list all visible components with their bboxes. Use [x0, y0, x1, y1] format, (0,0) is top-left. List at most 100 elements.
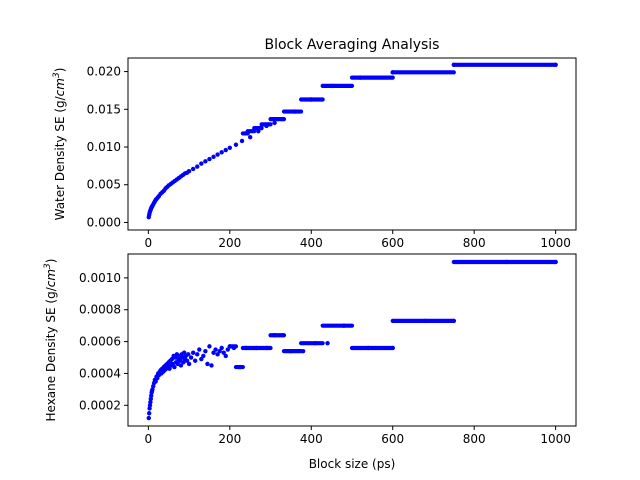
- data-point: [300, 348, 306, 354]
- data-point: [553, 259, 558, 265]
- data-point: [451, 62, 457, 67]
- data-point: [207, 344, 212, 349]
- data-point: [264, 345, 269, 351]
- data-point: [186, 361, 192, 367]
- data-point: [211, 350, 216, 355]
- data-point: [184, 358, 190, 363]
- data-point: [203, 348, 208, 354]
- data-point: [146, 415, 151, 421]
- data-point: [199, 161, 204, 166]
- data-point: [195, 164, 200, 169]
- hexane-panel: 0 200 400 600 800 1000 0.0002 0.0004 0.0006 0.000…: [43, 253, 577, 446]
- data-point: [209, 363, 214, 368]
- data-point: [390, 70, 395, 75]
- x-tick-label: 200: [218, 236, 241, 250]
- data-point: [193, 358, 198, 363]
- data-point: [215, 152, 220, 157]
- x-tick-label: 400: [300, 236, 323, 250]
- y-tick-label: 0.005: [87, 178, 121, 192]
- y-tick-label: 0.020: [87, 65, 121, 79]
- x-axis-label: Block size (ps): [309, 457, 396, 471]
- data-point: [175, 361, 180, 367]
- data-point: [213, 347, 218, 352]
- data-point: [288, 348, 294, 354]
- data-point: [190, 350, 196, 355]
- data-point: [186, 168, 192, 174]
- y-tick-label: 0.0008: [79, 303, 121, 317]
- data-point: [280, 333, 285, 338]
- data-point: [357, 75, 363, 80]
- data-point: [243, 345, 249, 351]
- data-point: [292, 109, 298, 114]
- y-tick-label: 0.0004: [79, 366, 121, 380]
- data-point: [197, 347, 202, 352]
- data-point: [237, 364, 243, 370]
- data-point: [146, 411, 152, 416]
- data-point: [264, 123, 269, 129]
- x-tick-label: 600: [381, 432, 404, 446]
- data-point: [221, 350, 226, 355]
- x-tick-label: 400: [300, 432, 323, 446]
- data-point: [199, 356, 204, 362]
- data-point: [227, 344, 233, 349]
- data-point: [247, 135, 253, 140]
- data-point: [172, 364, 177, 370]
- data-point: [203, 159, 208, 164]
- data-point: [177, 358, 183, 363]
- x-tick-label: 0: [145, 432, 153, 446]
- data-point: [325, 340, 330, 346]
- x-tick-label: 800: [463, 432, 486, 446]
- water-panel: 0 200 400 600 800 1000 0.000 0.005 0.010 0.015 0.0…: [52, 57, 577, 250]
- data-point: [195, 352, 200, 357]
- data-point: [219, 345, 224, 351]
- data-point: [239, 138, 245, 144]
- data-point: [272, 120, 277, 126]
- data-point: [233, 142, 239, 147]
- y-tick-label: 0.0010: [79, 271, 121, 285]
- data-point: [313, 340, 318, 346]
- data-point: [217, 348, 222, 354]
- data-point: [225, 347, 230, 352]
- plot-frame: [127, 57, 577, 231]
- y-tick-label: 0.015: [87, 102, 121, 116]
- data-point: [205, 361, 210, 367]
- y-tick-label: 0.000: [87, 215, 121, 229]
- data-point: [423, 318, 428, 324]
- data-point: [231, 345, 237, 351]
- chart-title: Block Averaging Analysis: [265, 37, 440, 53]
- data-point: [553, 62, 558, 67]
- data-point: [256, 128, 261, 134]
- y-axis-label: Water Density SE (g/cm3): [52, 68, 67, 221]
- data-point: [211, 154, 216, 160]
- data-point: [223, 147, 228, 153]
- data-point: [190, 166, 196, 172]
- y-tick-label: 0.010: [87, 140, 121, 154]
- data-point: [280, 116, 285, 122]
- data-point: [390, 345, 395, 351]
- x-tick-label: 600: [381, 236, 404, 250]
- x-tick-label: 800: [463, 236, 486, 250]
- data-point: [366, 345, 371, 351]
- x-tick-label: 1000: [540, 236, 571, 250]
- data-point: [223, 353, 228, 359]
- data-point: [188, 355, 194, 360]
- data-point: [178, 363, 184, 368]
- x-tick-label: 200: [218, 432, 241, 446]
- data-point: [329, 83, 334, 89]
- data-point: [254, 345, 259, 351]
- data-point: [272, 333, 277, 338]
- data-point: [215, 352, 220, 357]
- data-point: [504, 259, 509, 265]
- data-point: [451, 318, 457, 324]
- x-tick-label: 1000: [540, 432, 571, 446]
- data-point: [219, 150, 224, 155]
- data-point: [309, 97, 314, 102]
- y-tick-label: 0.0006: [79, 335, 121, 349]
- data-point: [341, 323, 347, 328]
- x-tick-label: 0: [145, 236, 153, 250]
- data-point: [201, 353, 206, 359]
- y-axis-label: Hexane Density SE (g/cm3): [43, 259, 58, 422]
- data-point: [207, 156, 212, 162]
- y-tick-label: 0.0002: [79, 398, 121, 412]
